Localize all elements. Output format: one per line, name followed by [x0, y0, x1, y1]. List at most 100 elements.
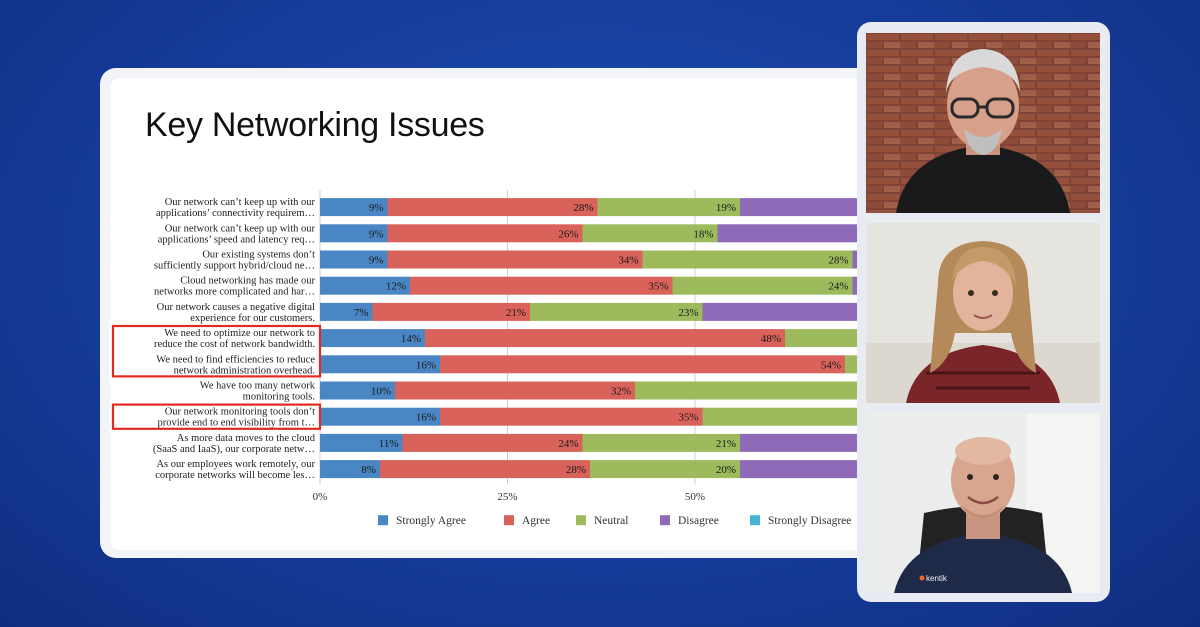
bar-data-label: 35% [678, 412, 698, 424]
legend-label: Disagree [678, 515, 719, 527]
category-label: applications’ speed and latency req… [158, 234, 315, 245]
bar-data-label: 28% [828, 255, 848, 267]
bar-segment [380, 460, 590, 479]
bar-segment [320, 433, 403, 452]
category-label: network administration overhead. [174, 365, 315, 376]
category-label: networks more complicated and har… [154, 287, 315, 298]
bar-segment [320, 302, 373, 321]
bar-data-label: 21% [506, 307, 526, 319]
bar-data-label: 8% [361, 464, 376, 476]
legend-swatch [576, 515, 586, 526]
bar-segment [635, 381, 860, 400]
legend-swatch [750, 515, 760, 526]
legend-swatch [378, 515, 388, 526]
bar-segment [740, 198, 875, 217]
bar-segment [320, 224, 388, 243]
highlight-box [111, 324, 322, 378]
bar-segment [740, 433, 875, 452]
x-tick-label: 25% [497, 491, 517, 503]
bar-data-label: 21% [716, 438, 736, 450]
bar-segment [642, 250, 853, 269]
slide-title: Key Networking Issues [145, 106, 485, 144]
bar-data-label: 32% [611, 386, 631, 398]
bar-segment [785, 329, 875, 348]
bar-segment [597, 198, 740, 217]
bar-segment [410, 276, 673, 295]
bar-segment [320, 355, 440, 374]
bar-segment [320, 381, 395, 400]
bar-data-label: 24% [828, 281, 848, 293]
bar-segment [387, 198, 598, 217]
bar-data-label: 16% [416, 412, 436, 424]
legend-label: Strongly Agree [396, 515, 466, 527]
category-label: Our network can’t keep up with our [165, 197, 316, 208]
bar-data-label: 7% [354, 307, 369, 319]
legend-label: Agree [522, 515, 550, 527]
category-label: Our network can’t keep up with our [165, 223, 316, 234]
bar-data-label: 14% [401, 333, 421, 345]
presenter-3-image: kentik [866, 413, 1100, 593]
participant-video-1[interactable] [866, 33, 1100, 213]
category-label: corporate networks will become les… [155, 470, 315, 481]
bar-data-label: 34% [618, 255, 638, 267]
legend-swatch [660, 515, 670, 526]
bar-segment [740, 460, 875, 479]
bar-data-label: 28% [566, 464, 586, 476]
bar-segment [372, 302, 530, 321]
bar-segment [320, 329, 425, 348]
bar-data-label: 23% [678, 307, 698, 319]
bar-segment [440, 355, 845, 374]
bar-data-label: 11% [379, 438, 399, 450]
bar-data-label: 20% [716, 464, 736, 476]
bar-segment [440, 407, 703, 426]
bar-segment [402, 433, 583, 452]
bar-data-label: 26% [558, 228, 578, 240]
shirt-logo-text: kentik [926, 574, 948, 583]
category-label: Our network monitoring tools don’t [165, 407, 315, 418]
category-label: We need to optimize our network to [164, 328, 315, 339]
bar-segment [530, 302, 703, 321]
legend-label: Strongly Disagree [768, 515, 851, 527]
bar-data-label: 9% [369, 255, 384, 267]
category-label: reduce the cost of network bandwidth. [154, 339, 315, 350]
bar-segment [425, 329, 785, 348]
category-label: We need to find efficiencies to reduce [156, 354, 315, 365]
bar-segment [320, 250, 388, 269]
bar-segment [320, 276, 410, 295]
highlight-box [111, 403, 322, 430]
category-label: As more data moves to the cloud [177, 433, 316, 444]
bar-segment [582, 433, 740, 452]
shirt-logo-icon [919, 575, 925, 581]
bar-segment [717, 224, 875, 243]
bar-data-label: 16% [416, 359, 436, 371]
bar-data-label: 35% [648, 281, 668, 293]
presenter-1-image [866, 33, 1100, 213]
bar-data-label: 24% [558, 438, 578, 450]
bar-segment [387, 224, 583, 243]
bar-data-label: 18% [693, 228, 713, 240]
bar-segment [672, 276, 853, 295]
bar-segment [395, 381, 635, 400]
legend-label: Neutral [594, 515, 628, 527]
bar-segment [320, 460, 380, 479]
participant-video-2[interactable] [866, 223, 1100, 403]
presentation-slide: Key Networking Issues 0% 25% 50% 9% 28% 19% Ou… [100, 68, 875, 558]
bar-data-label: 9% [369, 228, 384, 240]
bar-segment [582, 224, 718, 243]
x-tick-label: 50% [685, 491, 705, 503]
category-label: monitoring tools. [243, 392, 315, 403]
slide-content: Key Networking Issues 0% 25% 50% 9% 28% 19% Ou… [110, 78, 875, 550]
stacked-bar-chart: 0% 25% 50% 9% 28% 19% Our network can’t keep u… [111, 190, 875, 527]
bar-segment [590, 460, 740, 479]
category-label: sufficiently support hybrid/cloud ne… [154, 261, 315, 272]
bar-data-label: 10% [371, 386, 391, 398]
participant-video-3[interactable]: kentik [866, 413, 1100, 593]
bar-segment [320, 407, 440, 426]
bar-data-label: 9% [369, 202, 384, 214]
bar-data-label: 28% [573, 202, 593, 214]
category-label: experience for our customers. [190, 313, 315, 324]
legend-swatch [504, 515, 514, 526]
bar-data-label: 54% [821, 359, 841, 371]
category-label: We have too many network [200, 381, 316, 392]
category-label: provide end to end visibility from t… [158, 418, 315, 429]
